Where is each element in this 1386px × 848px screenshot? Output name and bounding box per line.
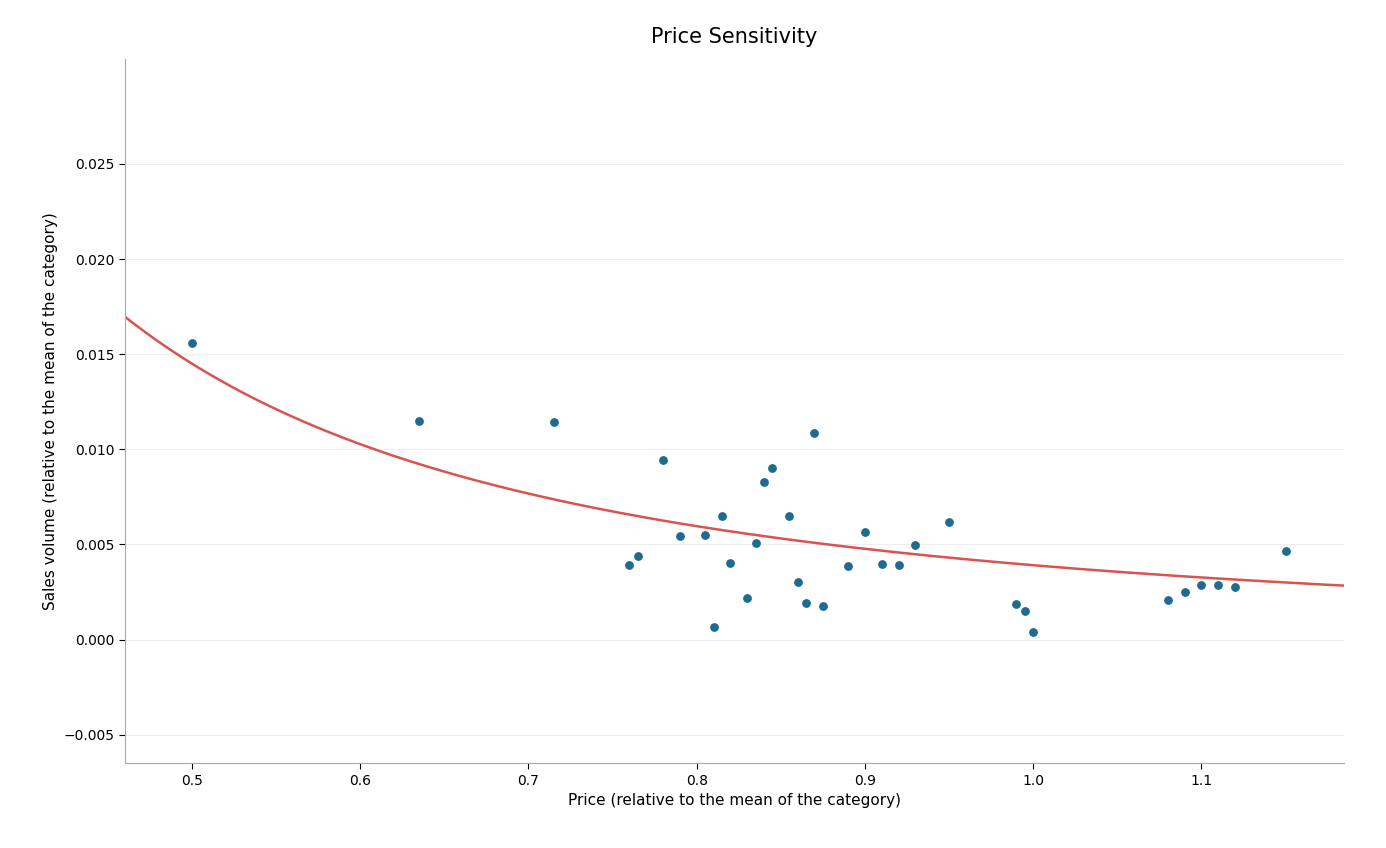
Point	[719, 556, 742, 570]
Point	[1174, 585, 1196, 599]
Point	[796, 597, 818, 611]
Point	[694, 528, 717, 542]
Point	[1013, 605, 1035, 618]
Point	[182, 336, 204, 349]
Point	[1224, 580, 1246, 594]
Point	[761, 461, 783, 475]
Point	[837, 560, 859, 573]
Point	[854, 525, 876, 538]
Point	[543, 415, 565, 428]
Point	[736, 591, 758, 605]
Point	[711, 509, 733, 522]
Point	[1191, 578, 1213, 592]
Point	[904, 538, 926, 552]
X-axis label: Price (relative to the mean of the category): Price (relative to the mean of the categ…	[568, 793, 901, 808]
Point	[703, 621, 725, 634]
Point	[887, 559, 909, 572]
Point	[1005, 598, 1027, 611]
Point	[1021, 625, 1044, 639]
Point	[669, 529, 692, 543]
Point	[778, 509, 800, 522]
Point	[812, 600, 834, 613]
Point	[753, 475, 775, 488]
Point	[651, 453, 674, 466]
Point	[870, 558, 893, 572]
Point	[407, 414, 430, 427]
Point	[938, 515, 960, 528]
Point	[744, 536, 766, 550]
Point	[618, 559, 640, 572]
Point	[1207, 578, 1229, 592]
Point	[626, 549, 649, 562]
Title: Price Sensitivity: Price Sensitivity	[651, 26, 818, 47]
Y-axis label: Sales volume (relative to the mean of the category): Sales volume (relative to the mean of th…	[43, 212, 58, 611]
Point	[787, 575, 809, 589]
Point	[804, 427, 826, 440]
Point	[1157, 593, 1179, 606]
Point	[1275, 544, 1297, 558]
